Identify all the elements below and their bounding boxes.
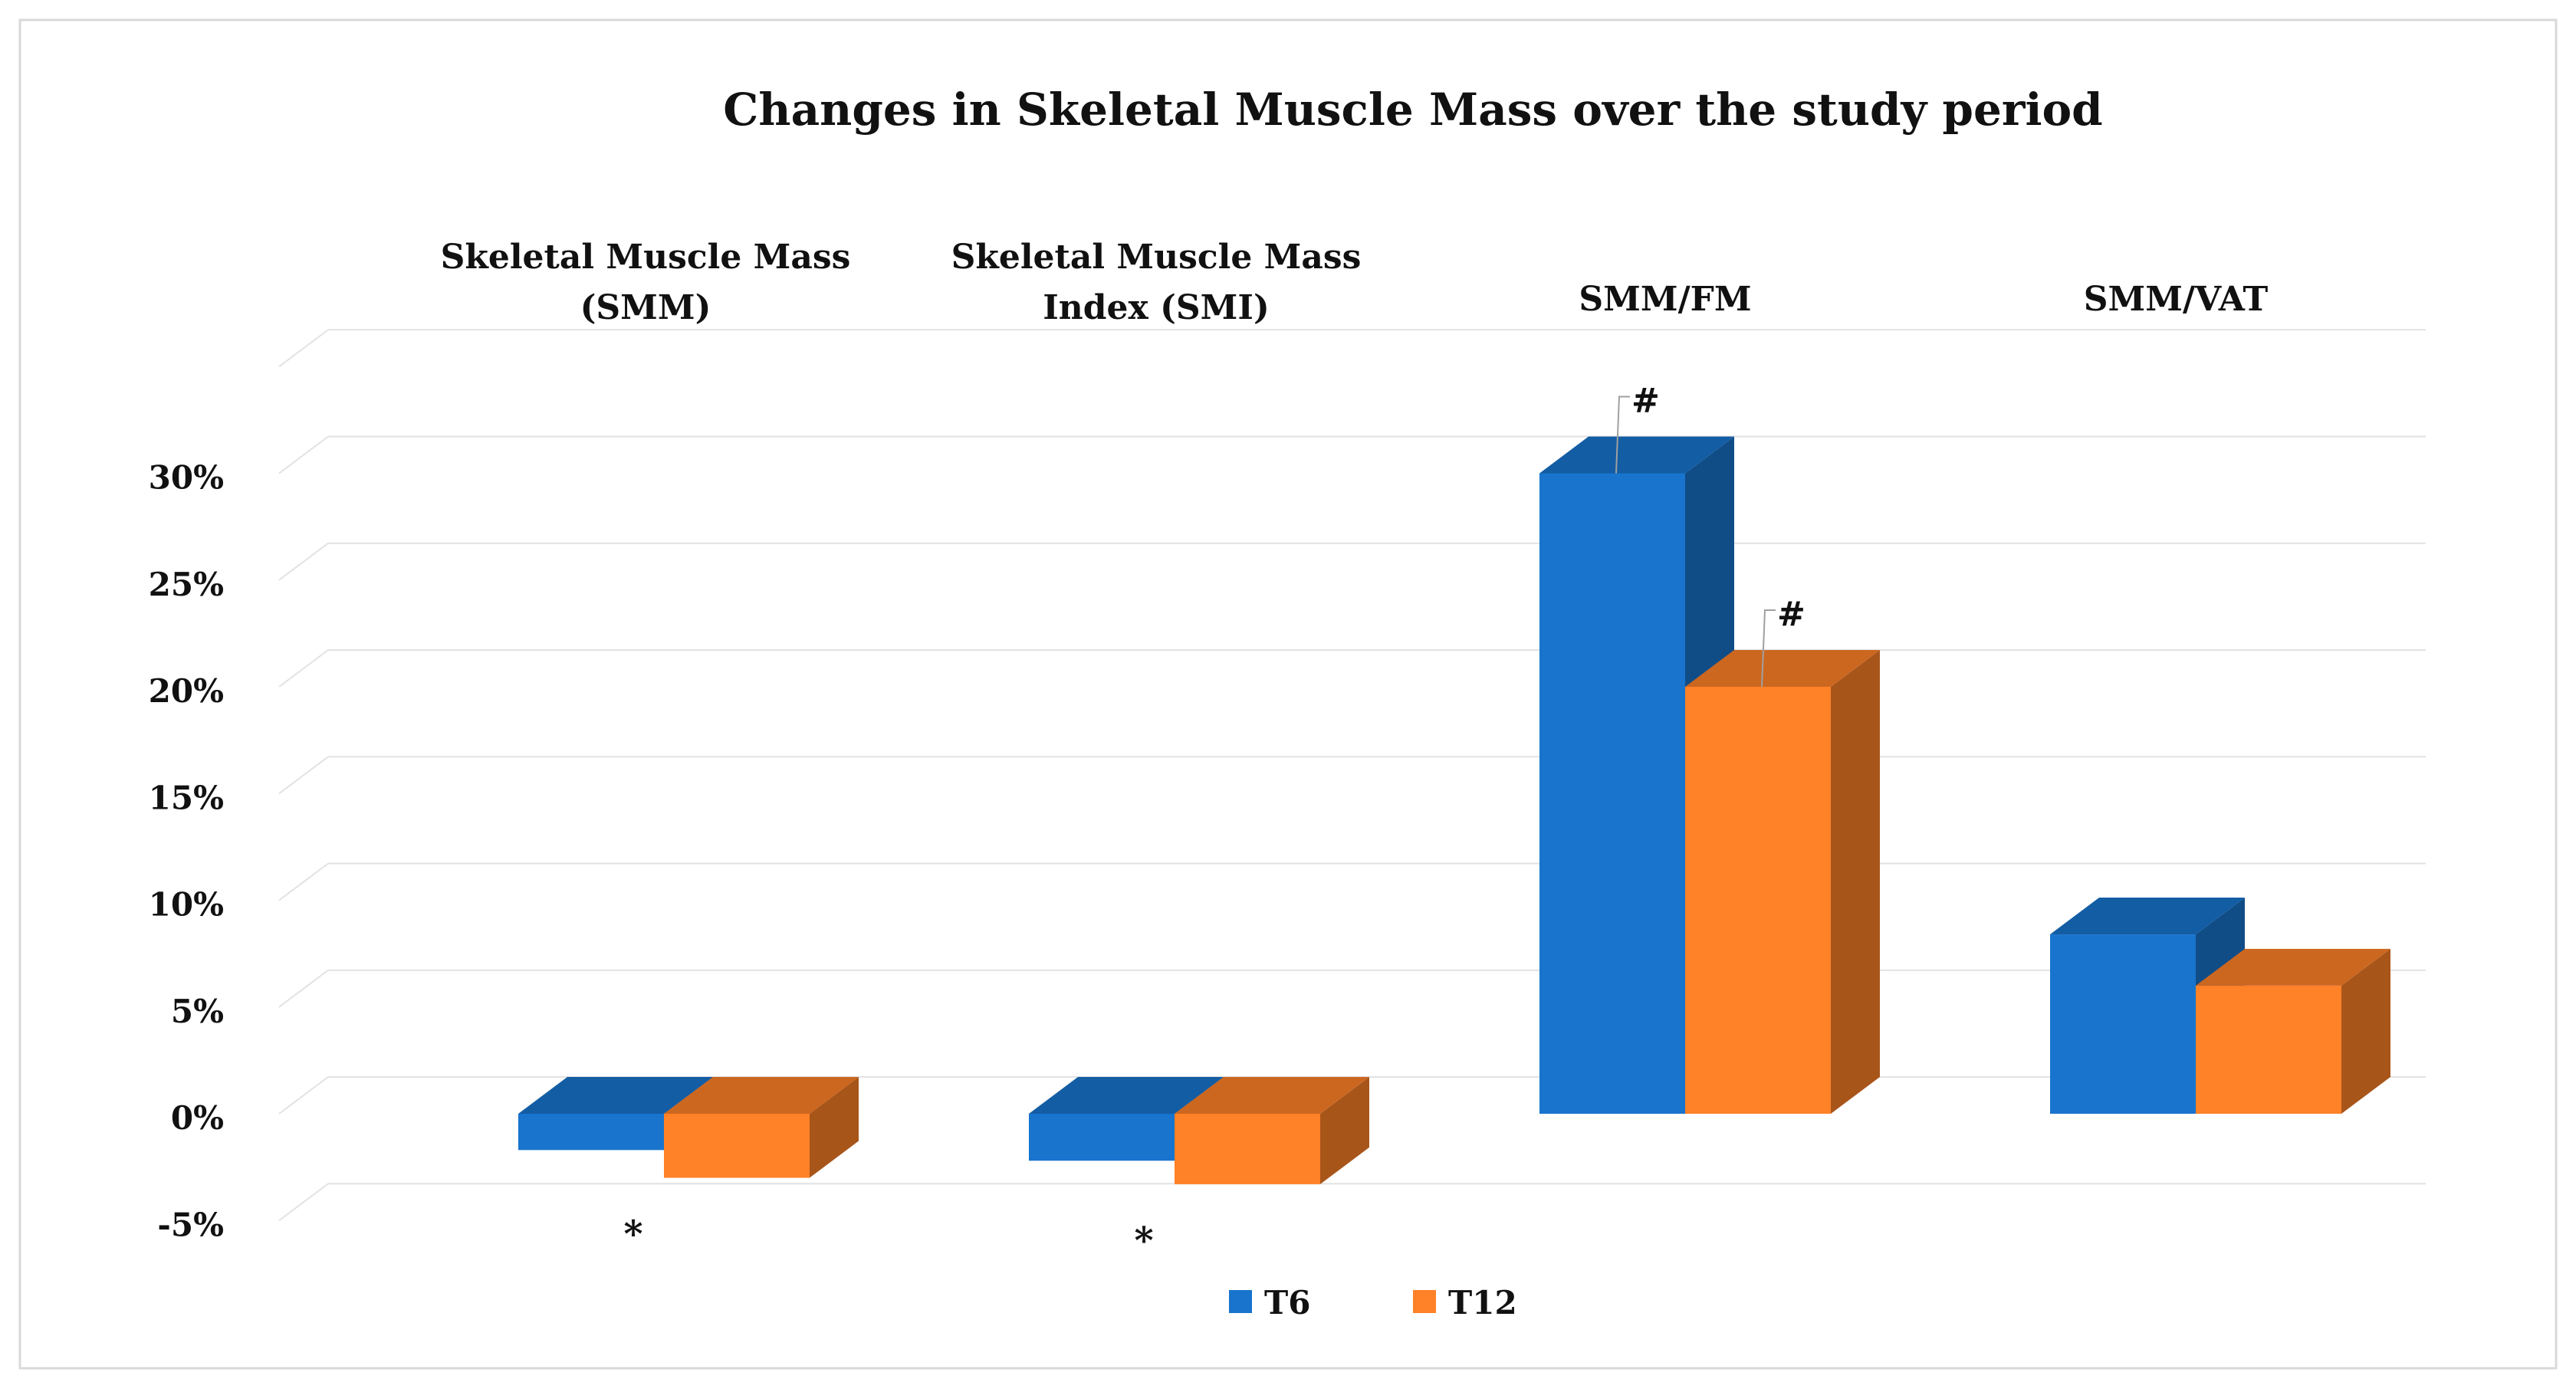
gridline-diagonal (278, 1076, 329, 1115)
legend-label: T6 (1264, 1284, 1310, 1321)
bar (2196, 985, 2341, 1114)
gridline-diagonal (278, 435, 329, 474)
significance-marker: * (1134, 1220, 1153, 1262)
bar-top (1539, 436, 1734, 474)
bar-side (1831, 650, 1880, 1114)
category-label: Skeletal Muscle Mass (SMM) (441, 238, 851, 327)
bar-t12-group (1175, 1077, 1369, 1184)
bar-top (2050, 898, 2245, 935)
bar (1685, 687, 1831, 1114)
annotation-leader-line (1615, 396, 1630, 474)
bar-t12-group (2196, 948, 2390, 1114)
y-tick-label: 15% (149, 779, 224, 816)
legend-swatch-t12 (1413, 1290, 1436, 1313)
significance-marker: * (623, 1213, 642, 1256)
category-label-line: Skeletal Muscle Mass (441, 238, 851, 277)
y-tick-label: 10% (149, 886, 224, 924)
gridline-diagonal (278, 649, 329, 688)
category-labels: Skeletal Muscle Mass (SMM)Skeletal Muscle… (441, 238, 2269, 327)
y-tick-label: 0% (171, 1099, 224, 1137)
bar (2050, 934, 2196, 1114)
bar-top (1685, 650, 1880, 687)
category-label-line: Skeletal Muscle Mass (951, 238, 1362, 277)
bar-side (1320, 1077, 1369, 1184)
annotation-leader-line (1761, 609, 1776, 688)
bar-t6-group (2050, 898, 2245, 1114)
category-label-line: Index (SMI) (1043, 288, 1270, 327)
bar (1539, 473, 1685, 1114)
bar-top (1029, 1077, 1224, 1114)
annotations: * * # # (623, 382, 1805, 1262)
bar (1029, 1114, 1175, 1161)
bar-top (1175, 1077, 1369, 1114)
category-label: SMM/FM (1579, 280, 1751, 319)
category-label-line: SMM/VAT (2084, 280, 2269, 319)
significance-marker: # (1777, 595, 1806, 634)
bar (664, 1114, 810, 1178)
significance-marker: # (1631, 382, 1660, 421)
bar (1175, 1114, 1320, 1184)
category-label: Skeletal Muscle Mass Index (SMI) (951, 238, 1362, 327)
legend: T6 T12 (1229, 1284, 1517, 1321)
bar-side (2341, 948, 2390, 1114)
y-tick-label: -5% (157, 1206, 224, 1243)
gridline-diagonal (278, 756, 329, 795)
bar-top (2196, 948, 2390, 986)
legend-label: T12 (1448, 1284, 1517, 1321)
y-axis-ticks: -5% 0% 5% 10% 15% 20% 25% 30% (149, 459, 224, 1244)
category-label-line: (SMM) (580, 288, 711, 327)
y-tick-label: 30% (149, 459, 224, 497)
gridline-diagonal (278, 1183, 329, 1222)
bar-t12-group (664, 1077, 859, 1178)
bar-side (810, 1077, 859, 1178)
bars (518, 436, 2390, 1184)
chart-title: Changes in Skeletal Muscle Mass over the… (723, 84, 2102, 136)
gridline-diagonal (278, 969, 329, 1008)
gridline-diagonal (278, 542, 329, 581)
bar-top (518, 1077, 713, 1114)
y-tick-label: 20% (149, 672, 224, 710)
y-tick-label: 5% (171, 993, 224, 1030)
bar-t12-group (1685, 650, 1880, 1114)
category-label-line: SMM/FM (1579, 280, 1751, 319)
bar (518, 1114, 664, 1151)
category-label: SMM/VAT (2084, 280, 2269, 319)
legend-swatch-t6 (1229, 1290, 1252, 1313)
gridline-diagonal (278, 862, 329, 901)
bar-t6-group (1029, 1077, 1224, 1161)
gridline-diagonal (278, 329, 329, 368)
y-tick-label: 25% (149, 566, 224, 603)
bar-top (664, 1077, 859, 1114)
